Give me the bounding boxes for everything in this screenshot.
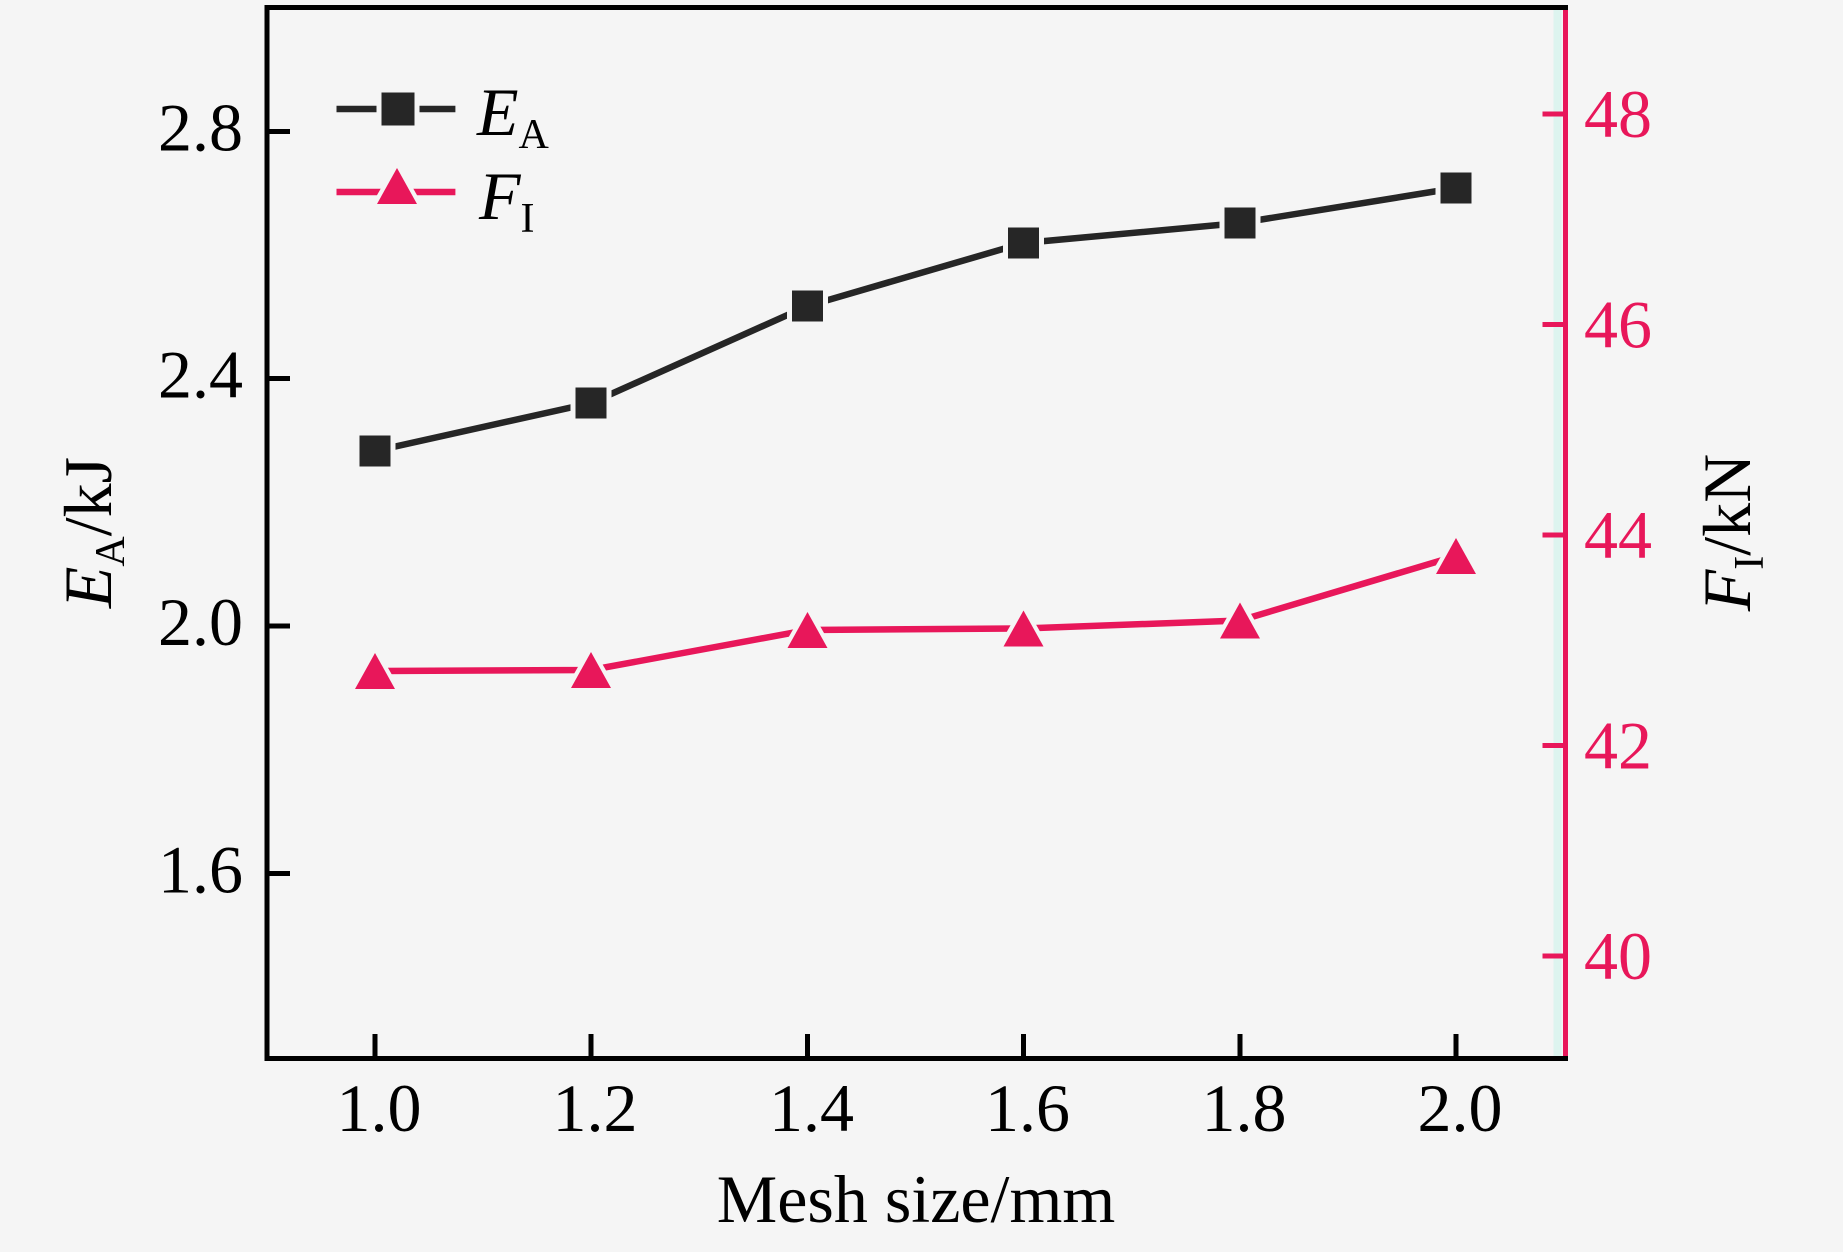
svg-text:2.0: 2.0 <box>158 584 243 660</box>
svg-text:1.2: 1.2 <box>553 1070 638 1146</box>
svg-text:1.8: 1.8 <box>1202 1070 1287 1146</box>
svg-text:1.0: 1.0 <box>337 1070 422 1146</box>
svg-text:FI: FI <box>478 158 535 242</box>
svg-text:1.4: 1.4 <box>769 1070 854 1146</box>
svg-text:1.6: 1.6 <box>158 832 243 908</box>
svg-text:44: 44 <box>1584 497 1652 573</box>
svg-text:1.6: 1.6 <box>985 1070 1070 1146</box>
svg-text:46: 46 <box>1584 287 1652 363</box>
svg-text:2.0: 2.0 <box>1418 1070 1503 1146</box>
svg-text:FI/kN: FI/kN <box>1689 454 1773 613</box>
svg-text:2.4: 2.4 <box>158 337 243 413</box>
svg-text:2.8: 2.8 <box>158 90 243 166</box>
svg-text:EA/kJ: EA/kJ <box>50 457 134 609</box>
svg-text:Mesh size/mm: Mesh size/mm <box>717 1161 1116 1237</box>
svg-text:EA: EA <box>476 74 550 158</box>
svg-text:48: 48 <box>1584 76 1652 152</box>
svg-text:42: 42 <box>1584 708 1652 784</box>
svg-text:40: 40 <box>1584 918 1652 994</box>
